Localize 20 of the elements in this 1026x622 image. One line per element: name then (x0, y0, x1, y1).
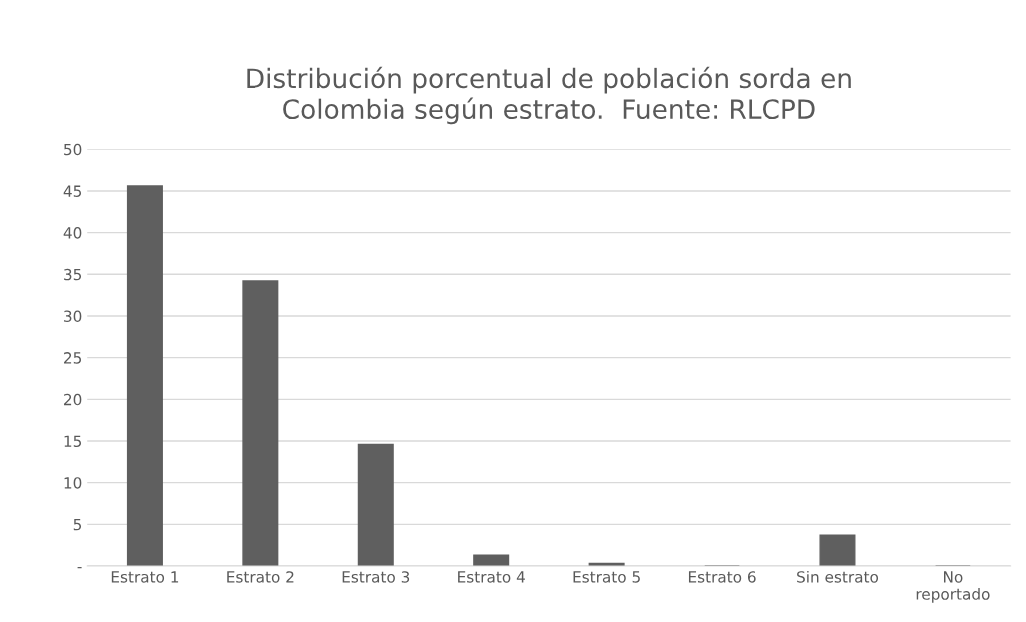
y-tick-label: 35 (64, 268, 82, 281)
y-tick-label: - (77, 567, 82, 569)
x-tick-label: Estrato 1 (111, 571, 179, 583)
x-tick-label: Estrato 2 (227, 571, 294, 583)
y-tick-label: 15 (64, 435, 82, 448)
x-tick-label: Sin estrato (797, 570, 879, 583)
x-tick-label: Estrato 6 (688, 571, 756, 583)
y-tick-label: 40 (63, 227, 82, 239)
y-tick-label: 45 (63, 185, 82, 197)
chart-title: Distribución porcentual de población sorda en Colombia según estrato. Fuente: RLCPD (247, 66, 851, 125)
y-tick-label: 20 (64, 393, 82, 406)
y-tick-label: 25 (64, 352, 82, 364)
y-tick-label: 50 (64, 143, 82, 156)
x-tick-label: Estrato 4 (458, 571, 525, 583)
x-tick-label: Estrato 3 (342, 571, 410, 583)
x-tick-label: No reportado (916, 571, 990, 603)
y-tick-label: 10 (64, 477, 82, 489)
x-tick-label: Estrato 5 (573, 571, 640, 583)
y-tick-label: 30 (64, 310, 82, 322)
y-tick-label: 5 (73, 519, 82, 531)
